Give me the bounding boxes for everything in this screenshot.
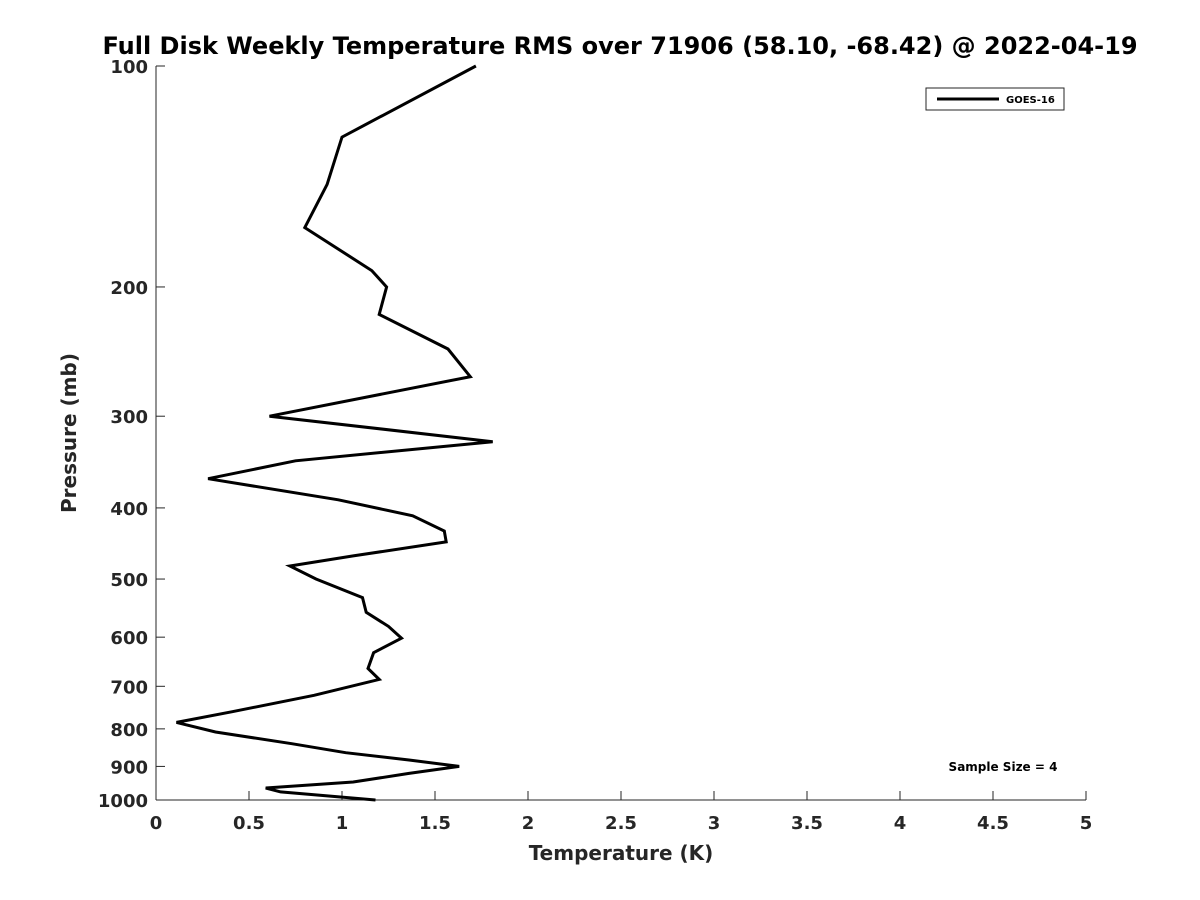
x-tick-label: 0 — [150, 813, 163, 834]
x-tick-label: 4.5 — [977, 813, 1009, 834]
y-tick-label: 200 — [110, 278, 148, 299]
y-tick-label: 100 — [110, 57, 148, 78]
y-tick-label: 500 — [110, 570, 148, 591]
legend-label-goes-16: GOES-16 — [1006, 95, 1055, 106]
y-tick-label: 800 — [110, 720, 148, 741]
x-tick-label: 3 — [708, 813, 721, 834]
x-axis-label: Temperature (K) — [529, 841, 714, 865]
y-tick-label: 300 — [110, 407, 148, 428]
x-tick-label: 3.5 — [791, 813, 823, 834]
legend: GOES-16 — [926, 88, 1064, 110]
x-tick-label: 5 — [1080, 813, 1093, 834]
chart-title: Full Disk Weekly Temperature RMS over 71… — [102, 32, 1137, 60]
x-tick-label: 4 — [894, 813, 907, 834]
x-tick-label: 2.5 — [605, 813, 637, 834]
x-tick-label: 0.5 — [233, 813, 265, 834]
chart: Full Disk Weekly Temperature RMS over 71… — [0, 0, 1200, 900]
x-tick-label: 2 — [522, 813, 535, 834]
y-tick-label: 700 — [110, 677, 148, 698]
sample-size-annotation: Sample Size = 4 — [949, 760, 1058, 774]
y-axis-label: Pressure (mb) — [57, 353, 81, 513]
x-tick-label: 1.5 — [419, 813, 451, 834]
y-tick-label: 600 — [110, 628, 148, 649]
y-tick-label: 1000 — [98, 791, 148, 812]
y-tick-label: 400 — [110, 499, 148, 520]
y-tick-label: 900 — [110, 757, 148, 778]
x-tick-label: 1 — [336, 813, 349, 834]
